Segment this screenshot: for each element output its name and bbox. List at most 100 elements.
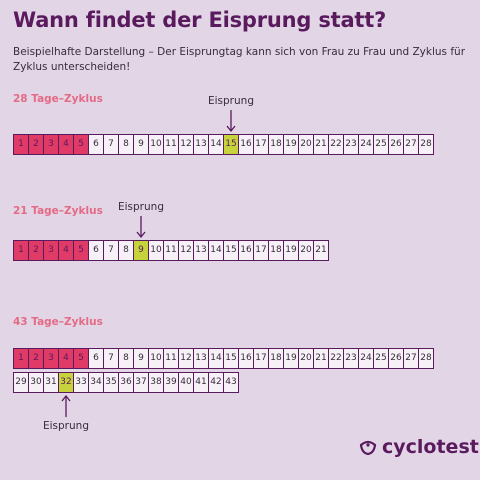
day-cell: 7 — [103, 348, 119, 369]
day-cell: 27 — [403, 348, 419, 369]
period-day-cell: 2 — [28, 348, 44, 369]
day-cell: 12 — [178, 348, 194, 369]
day-cell: 10 — [148, 134, 164, 155]
day-cell: 41 — [193, 372, 209, 393]
day-cell: 6 — [88, 348, 104, 369]
day-cell: 10 — [148, 348, 164, 369]
day-cell: 11 — [163, 348, 179, 369]
day-cell: 12 — [178, 134, 194, 155]
day-cell: 11 — [163, 134, 179, 155]
period-day-cell: 2 — [28, 240, 44, 261]
ovulation-arrow-icon — [226, 110, 236, 132]
period-day-cell: 4 — [58, 134, 74, 155]
day-cell: 12 — [178, 240, 194, 261]
day-cell: 26 — [388, 134, 404, 155]
day-cell: 27 — [403, 134, 419, 155]
day-cell: 43 — [223, 372, 239, 393]
day-cell: 29 — [13, 372, 29, 393]
day-cell: 24 — [358, 134, 374, 155]
day-cell: 25 — [373, 348, 389, 369]
day-cell: 23 — [343, 348, 359, 369]
cycle-label: 21 Tage–Zyklus — [13, 205, 103, 217]
day-cell: 40 — [178, 372, 194, 393]
period-day-cell: 3 — [43, 348, 59, 369]
day-cell: 8 — [118, 240, 134, 261]
day-cell: 7 — [103, 240, 119, 261]
day-cell: 21 — [313, 240, 329, 261]
day-cell: 30 — [28, 372, 44, 393]
day-cell: 7 — [103, 134, 119, 155]
day-cell: 24 — [358, 348, 374, 369]
page-subtitle: Beispielhafte Darstellung – Der Eisprung… — [13, 46, 466, 73]
day-cell: 13 — [193, 348, 209, 369]
day-cell: 8 — [118, 134, 134, 155]
day-cell: 19 — [283, 134, 299, 155]
day-cell: 38 — [148, 372, 164, 393]
ovulation-label: Eisprung — [208, 95, 254, 107]
ovulation-arrow-icon — [61, 395, 71, 417]
day-cell: 13 — [193, 134, 209, 155]
day-cell: 17 — [253, 240, 269, 261]
logo-text: cyclotest — [382, 436, 479, 458]
day-cell: 10 — [148, 240, 164, 261]
cycle-day-row: 1 2 3 4 5 6 7 8 9 10 11 12 13 14 15 16 17 18 19 20 21 22 23 24 2… — [13, 348, 434, 369]
day-cell: 28 — [418, 134, 434, 155]
day-cell: 16 — [238, 134, 254, 155]
day-cell: 8 — [118, 348, 134, 369]
day-cell: 19 — [283, 240, 299, 261]
ovulation-label: Eisprung — [118, 201, 164, 213]
day-cell: 17 — [253, 348, 269, 369]
cycle-day-row: 1 2 3 4 5 6 7 8 9 10 11 12 13 14 15 16 17 18 19 20 21 22 23 24 2… — [13, 134, 434, 155]
period-day-cell: 3 — [43, 240, 59, 261]
day-cell: 9 — [133, 348, 149, 369]
ovulation-day-cell: 9 — [133, 240, 149, 261]
day-cell: 20 — [298, 348, 314, 369]
day-cell: 14 — [208, 240, 224, 261]
day-cell: 13 — [193, 240, 209, 261]
day-cell: 18 — [268, 240, 284, 261]
cyclotest-logo: cyclotest — [358, 436, 479, 458]
day-cell: 9 — [133, 134, 149, 155]
day-cell: 6 — [88, 134, 104, 155]
page-title: Wann findet der Eisprung statt? — [13, 8, 387, 32]
day-cell: 33 — [73, 372, 89, 393]
day-cell: 26 — [388, 348, 404, 369]
cycle-label: 28 Tage–Zyklus — [13, 93, 103, 105]
cycle-label: 43 Tage–Zyklus — [13, 316, 103, 328]
day-cell: 21 — [313, 348, 329, 369]
day-cell: 21 — [313, 134, 329, 155]
day-cell: 37 — [133, 372, 149, 393]
period-day-cell: 5 — [73, 348, 89, 369]
day-cell: 25 — [373, 134, 389, 155]
day-cell: 20 — [298, 240, 314, 261]
ovulation-day-cell: 32 — [58, 372, 74, 393]
period-day-cell: 4 — [58, 348, 74, 369]
period-day-cell: 5 — [73, 240, 89, 261]
day-cell: 22 — [328, 348, 344, 369]
day-cell: 11 — [163, 240, 179, 261]
day-cell: 28 — [418, 348, 434, 369]
ovulation-label: Eisprung — [43, 420, 89, 432]
period-day-cell: 1 — [13, 134, 29, 155]
day-cell: 14 — [208, 348, 224, 369]
day-cell: 16 — [238, 240, 254, 261]
day-cell: 39 — [163, 372, 179, 393]
day-cell: 20 — [298, 134, 314, 155]
day-cell: 31 — [43, 372, 59, 393]
day-cell: 17 — [253, 134, 269, 155]
day-cell: 34 — [88, 372, 104, 393]
day-cell: 23 — [343, 134, 359, 155]
day-cell: 18 — [268, 348, 284, 369]
day-cell: 15 — [223, 240, 239, 261]
period-day-cell: 5 — [73, 134, 89, 155]
day-cell: 6 — [88, 240, 104, 261]
day-cell: 18 — [268, 134, 284, 155]
cycle-day-row: 29 30 31 32 33 34 35 36 37 38 39 40 41 42 43 — [13, 372, 239, 393]
period-day-cell: 3 — [43, 134, 59, 155]
day-cell: 14 — [208, 134, 224, 155]
ovulation-day-cell: 15 — [223, 134, 239, 155]
period-day-cell: 4 — [58, 240, 74, 261]
period-day-cell: 2 — [28, 134, 44, 155]
day-cell: 19 — [283, 348, 299, 369]
ovulation-arrow-icon — [136, 216, 146, 238]
